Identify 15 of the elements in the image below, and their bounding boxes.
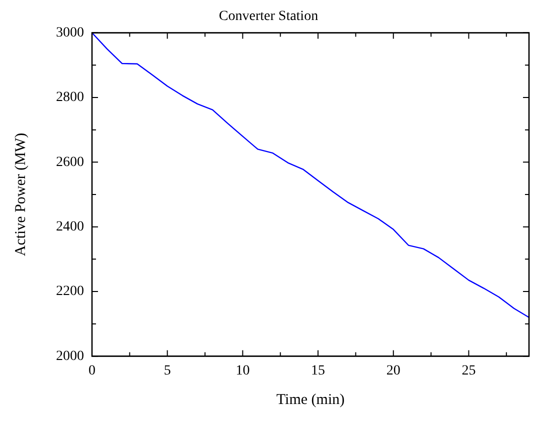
x-axis-title: Time (min)	[276, 392, 345, 408]
y-tick-label: 2800	[56, 90, 84, 106]
x-tick-label: 0	[88, 363, 96, 378]
x-tick-label: 20	[386, 363, 400, 378]
y-tick-label: 2200	[56, 284, 84, 300]
chart-title: Converter Station	[218, 9, 318, 24]
x-tick-label: 15	[311, 363, 326, 378]
x-tick-label: 5	[164, 363, 171, 378]
y-axis-title: Active Power (MW)	[12, 132, 29, 256]
x-tick-label: 25	[462, 363, 476, 378]
y-tick-label: 3000	[56, 25, 84, 40]
y-tick-label: 2000	[56, 348, 84, 364]
y-tick-label: 2400	[56, 220, 84, 235]
x-tick-label: 10	[236, 363, 250, 378]
y-tick-label: 2600	[56, 154, 84, 170]
